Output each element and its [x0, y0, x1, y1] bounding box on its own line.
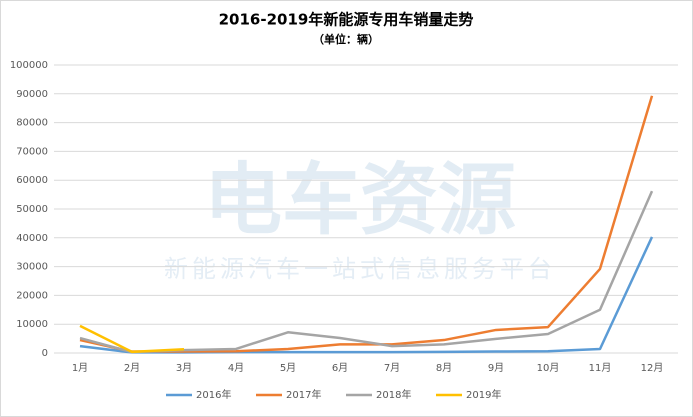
legend-label: 2019年	[466, 388, 501, 401]
x-tick-label: 3月	[176, 362, 192, 374]
x-tick-label: 12月	[641, 362, 664, 374]
watermark: 电车资源	[204, 155, 516, 245]
watermark: 新能源汽车一站式信息服务平台	[164, 255, 556, 283]
legend-label: 2018年	[376, 388, 411, 401]
x-tick-label: 8月	[436, 362, 452, 374]
y-tick-label: 50000	[16, 204, 48, 215]
x-tick-label: 4月	[228, 362, 244, 374]
x-tick-label: 2月	[124, 362, 140, 374]
y-tick-label: 10000	[16, 319, 48, 330]
x-tick-label: 11月	[589, 362, 612, 374]
x-tick-label: 6月	[332, 362, 348, 374]
legend-label: 2017年	[286, 388, 321, 401]
x-tick-label: 5月	[280, 362, 296, 374]
y-tick-label: 20000	[16, 290, 48, 301]
y-tick-label: 80000	[16, 118, 48, 129]
y-tick-label: 40000	[16, 233, 48, 244]
y-tick-label: 60000	[16, 175, 48, 186]
chart-subtitle: （单位：辆）	[313, 32, 379, 46]
x-tick-label: 1月	[72, 362, 88, 374]
x-tick-label: 9月	[488, 362, 504, 374]
chart-title: 2016-2019年新能源专用车销量走势	[219, 11, 474, 29]
y-tick-label: 0	[42, 348, 48, 359]
x-tick-label: 10月	[537, 362, 560, 374]
y-tick-label: 90000	[16, 89, 48, 100]
y-tick-label: 30000	[16, 262, 48, 273]
series-line	[79, 324, 185, 354]
x-tick-label: 7月	[384, 362, 400, 374]
legend-label: 2016年	[196, 388, 231, 401]
y-tick-label: 100000	[10, 60, 48, 71]
y-tick-label: 70000	[16, 146, 48, 157]
